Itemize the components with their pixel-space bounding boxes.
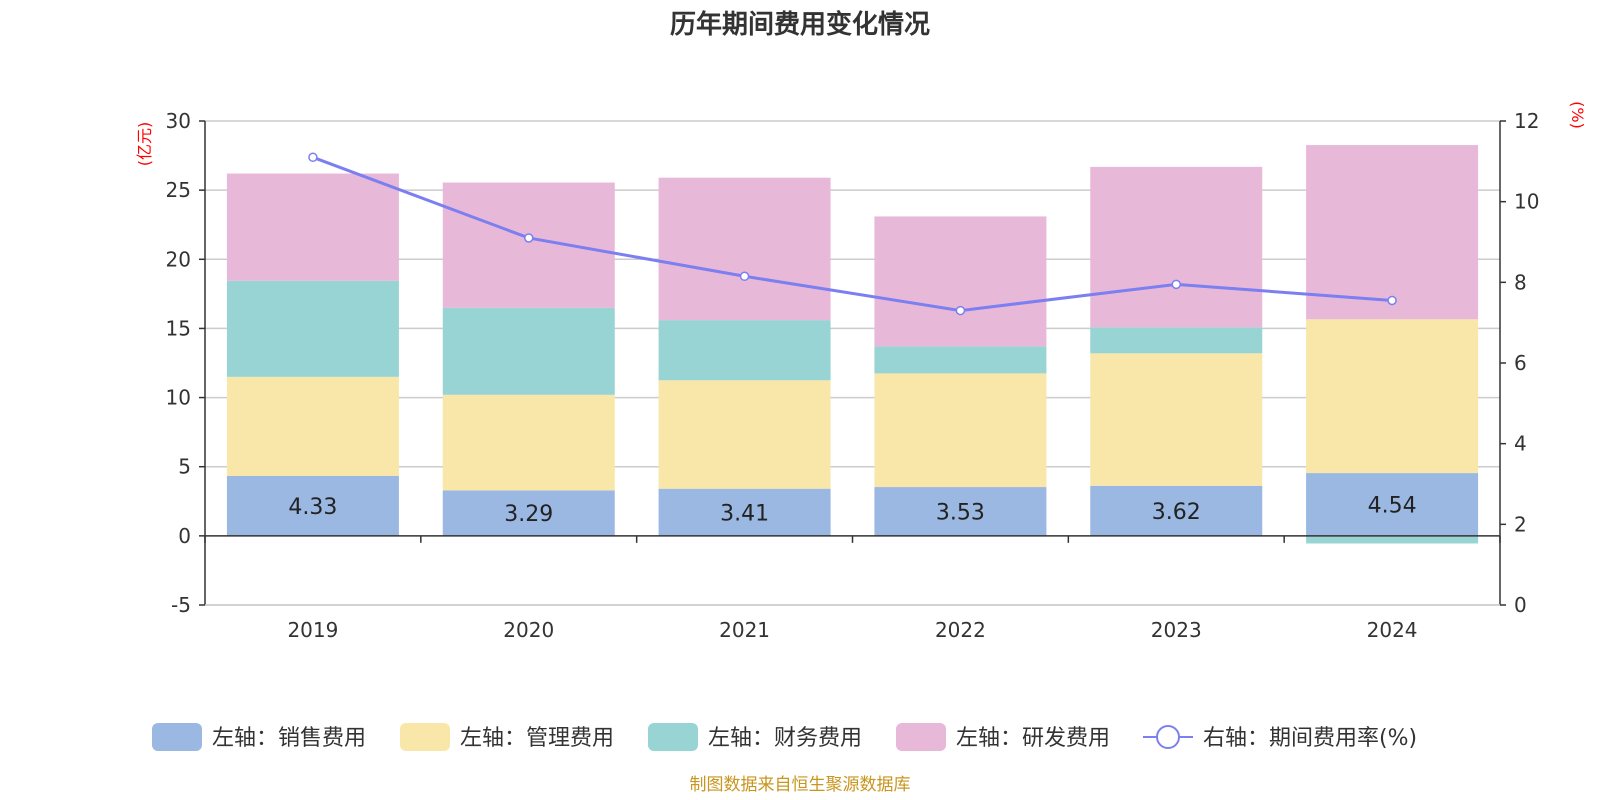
bar-segment <box>874 373 1047 488</box>
legend-swatch <box>152 723 202 751</box>
rate-point <box>1387 295 1397 306</box>
bar-segment <box>658 488 831 536</box>
grid-lines <box>205 120 1500 606</box>
legend-label: 左轴：财务费用 <box>708 726 862 751</box>
legend-marker <box>1156 725 1180 749</box>
x-axis-tick-label: 2020 <box>503 618 554 642</box>
legend-label: 左轴：销售费用 <box>212 726 366 751</box>
x-axis-tick-label: 2022 <box>935 618 986 642</box>
left-axis-tick-label: -5 <box>171 593 191 617</box>
bar-segment <box>874 216 1047 347</box>
bar-segment <box>442 182 615 308</box>
bar-segment <box>226 280 399 377</box>
rate-point <box>739 271 750 282</box>
chart-title: 历年期间费用变化情况 <box>670 9 930 40</box>
right-axis-tick-label: 2 <box>1514 512 1527 536</box>
line-series <box>308 152 1397 316</box>
legend-label: 右轴：期间费用率(%) <box>1203 726 1417 751</box>
bar-data-label: 3.62 <box>1152 500 1201 525</box>
left-axis-tick-label: 25 <box>166 178 191 202</box>
bar-segment <box>226 376 399 476</box>
legend-label: 左轴：研发费用 <box>956 726 1110 751</box>
rate-line <box>312 155 1393 313</box>
right-axis-tick-label: 6 <box>1514 351 1527 375</box>
rate-point <box>955 305 966 316</box>
legend-swatch <box>896 723 946 751</box>
rate-point <box>308 152 318 163</box>
bar-segment <box>442 394 615 491</box>
x-axis-tick-label: 2024 <box>1367 618 1418 642</box>
left-axis-tick-label: 10 <box>166 386 191 410</box>
bar-segment <box>1090 485 1263 536</box>
bar-segment <box>1306 319 1479 474</box>
x-axis-tick-label: 2021 <box>719 618 770 642</box>
right-axis-tick-label: 8 <box>1514 270 1527 294</box>
bar-segment <box>1090 327 1263 354</box>
bar-segment <box>226 173 399 281</box>
bar-segment <box>1306 473 1479 536</box>
bar-segment <box>874 346 1047 374</box>
right-axis-tick-label: 4 <box>1514 432 1527 456</box>
x-axis-tick-label: 2023 <box>1151 618 1202 642</box>
bar-data-label: 3.41 <box>720 501 769 526</box>
bar-segment <box>1090 166 1263 328</box>
legend-swatch <box>400 723 450 751</box>
data-labels: 4.33 3.29 3.41 3.53 3.62 4.54 <box>288 493 1416 527</box>
left-axis-tick-label: 0 <box>178 524 191 548</box>
bar-segment <box>658 177 831 321</box>
bar-segment <box>874 487 1047 536</box>
right-axis-tick-label: 0 <box>1514 593 1527 617</box>
legend-swatch <box>648 723 698 751</box>
left-axis-tick-label: 30 <box>166 109 191 133</box>
bar-data-label: 3.53 <box>936 500 985 525</box>
legend-label: 左轴：管理费用 <box>460 726 614 751</box>
bar-segment <box>658 380 831 489</box>
bar-segment <box>442 307 615 395</box>
left-axis-tick-label: 20 <box>166 247 191 271</box>
right-axis-tick-label: 12 <box>1514 109 1539 133</box>
rate-point <box>1171 279 1181 290</box>
bar-segment <box>1306 145 1479 320</box>
right-axis-tick-label: 10 <box>1514 190 1539 214</box>
bar-series <box>226 145 1479 544</box>
bar-data-label: 4.54 <box>1368 493 1417 518</box>
right-axis-unit: (%) <box>1568 101 1587 129</box>
left-axis-tick-label: 15 <box>166 316 191 340</box>
bar-segment <box>1306 535 1479 544</box>
x-axis-tick-label: 2019 <box>287 618 338 642</box>
bar-segment <box>442 490 615 536</box>
bar-segment <box>1090 353 1263 486</box>
bar-segment <box>658 320 831 381</box>
left-axis-tick-label: 5 <box>178 455 191 479</box>
rate-point <box>524 233 534 243</box>
left-axis-unit: (亿元) <box>135 122 154 167</box>
bar-segment <box>226 475 399 536</box>
axes: -5 0 5 10 15 20 25 30 0 2 4 6 8 10 12 2019 2020 2021 2022 2… <box>166 109 1540 642</box>
legend: 左轴：销售费用 左轴：管理费用 左轴：财务费用 左轴：研发费用 右轴：期间费用率(%) <box>152 723 1417 751</box>
footer-source: 制图数据来自恒生聚源数据库 <box>690 775 911 795</box>
bar-data-label: 3.29 <box>504 502 553 527</box>
bar-data-label: 4.33 <box>288 495 337 520</box>
